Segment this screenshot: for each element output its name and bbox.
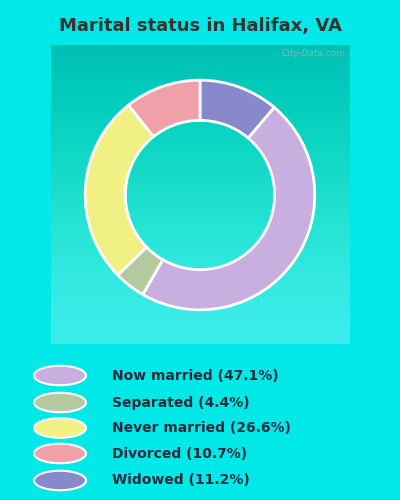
Wedge shape (143, 108, 315, 310)
Text: Separated (4.4%): Separated (4.4%) (112, 396, 250, 409)
Circle shape (34, 418, 86, 438)
Text: Now married (47.1%): Now married (47.1%) (112, 368, 279, 382)
Wedge shape (85, 105, 154, 275)
Wedge shape (128, 80, 200, 136)
Wedge shape (118, 247, 163, 294)
Text: Never married (26.6%): Never married (26.6%) (112, 421, 291, 435)
Circle shape (34, 444, 86, 463)
Text: City-Data.com: City-Data.com (282, 50, 346, 58)
Circle shape (34, 471, 86, 490)
Wedge shape (200, 80, 274, 138)
Circle shape (34, 366, 86, 385)
Circle shape (34, 393, 86, 412)
Text: Divorced (10.7%): Divorced (10.7%) (112, 446, 247, 460)
Text: Marital status in Halifax, VA: Marital status in Halifax, VA (58, 18, 342, 36)
Text: Widowed (11.2%): Widowed (11.2%) (112, 474, 250, 488)
